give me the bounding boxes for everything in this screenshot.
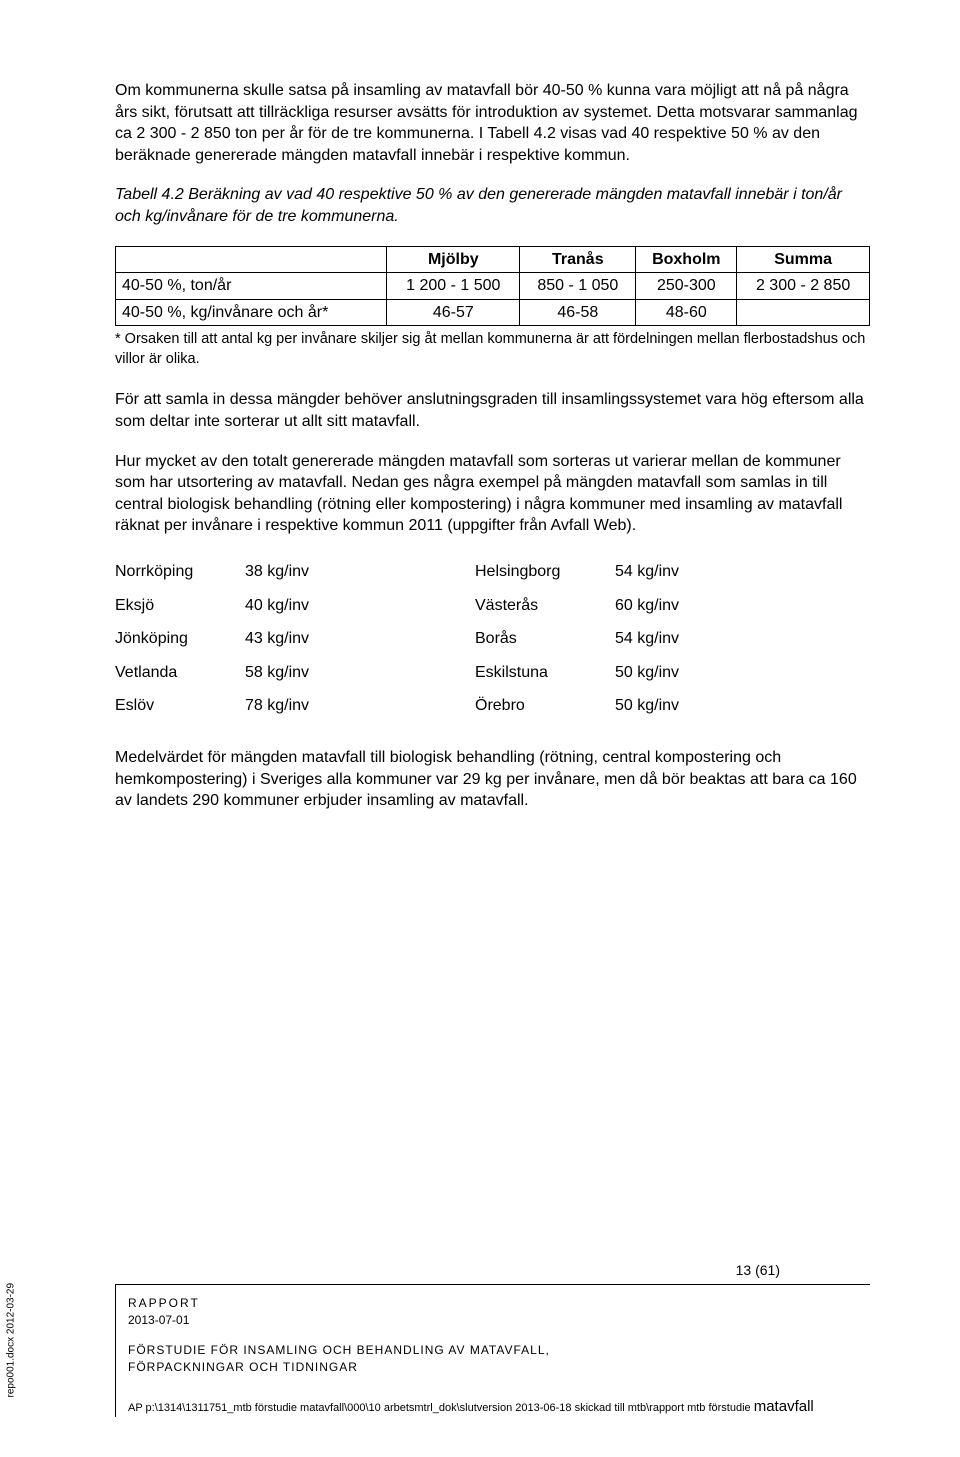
city-name: Västerås xyxy=(475,589,615,623)
table-cell: 46-57 xyxy=(387,299,520,326)
city-row: Eslöv 78 kg/inv Örebro 50 kg/inv xyxy=(115,689,870,723)
city-value: 58 kg/inv xyxy=(245,656,475,690)
city-value: 54 kg/inv xyxy=(615,555,870,589)
footer-title-line1: FÖRSTUDIE FÖR INSAMLING OCH BEHANDLING A… xyxy=(128,1342,870,1359)
city-value: 40 kg/inv xyxy=(245,589,475,623)
paragraph-2: För att samla in dessa mängder behöver a… xyxy=(115,389,870,432)
city-value: 78 kg/inv xyxy=(245,689,475,723)
table-4-2: Mjölby Tranås Boxholm Summa 40-50 %, ton… xyxy=(115,246,870,327)
table-header-cell: Tranås xyxy=(520,246,636,273)
city-value: 50 kg/inv xyxy=(615,689,870,723)
table-cell xyxy=(737,299,870,326)
paragraph-4: Medelvärdet för mängden matavfall till b… xyxy=(115,747,870,812)
footer-path: AP p:\1314\1311751_mtb förstudie matavfa… xyxy=(128,1396,870,1417)
footer-title-line2: FÖRPACKNINGAR OCH TIDNINGAR xyxy=(128,1359,870,1376)
city-name: Eksjö xyxy=(115,589,245,623)
table-header-cell: Summa xyxy=(737,246,870,273)
side-rotated-text: repo001.docx 2012-03-29 xyxy=(5,1282,19,1397)
city-row: Norrköping 38 kg/inv Helsingborg 54 kg/i… xyxy=(115,555,870,589)
city-row: Vetlanda 58 kg/inv Eskilstuna 50 kg/inv xyxy=(115,656,870,690)
table-row: 40-50 %, ton/år 1 200 - 1 500 850 - 1 05… xyxy=(116,273,870,300)
city-name: Jönköping xyxy=(115,622,245,656)
city-value: 38 kg/inv xyxy=(245,555,475,589)
table-footnote: * Orsaken till att antal kg per invånare… xyxy=(115,330,870,369)
footer-path-small: AP p:\1314\1311751_mtb förstudie matavfa… xyxy=(128,1402,754,1414)
city-value: 60 kg/inv xyxy=(615,589,870,623)
table-cell: 2 300 - 2 850 xyxy=(737,273,870,300)
city-value: 50 kg/inv xyxy=(615,656,870,690)
city-name: Vetlanda xyxy=(115,656,245,690)
footer-area: 13 (61) RAPPORT 2013-07-01 FÖRSTUDIE FÖR… xyxy=(0,1287,960,1457)
page-number: 13 (61) xyxy=(736,1261,780,1281)
city-name: Helsingborg xyxy=(475,555,615,589)
city-name: Örebro xyxy=(475,689,615,723)
city-name: Eskilstuna xyxy=(475,656,615,690)
paragraph-1: Om kommunerna skulle satsa på insamling … xyxy=(115,80,870,166)
city-list: Norrköping 38 kg/inv Helsingborg 54 kg/i… xyxy=(115,555,870,723)
table-cell: 1 200 - 1 500 xyxy=(387,273,520,300)
footer-block: 13 (61) RAPPORT 2013-07-01 FÖRSTUDIE FÖR… xyxy=(115,1284,870,1417)
table-cell: 48-60 xyxy=(636,299,737,326)
footer-date: 2013-07-01 xyxy=(128,1312,870,1329)
document-page: Om kommunerna skulle satsa på insamling … xyxy=(0,0,960,1457)
city-name: Eslöv xyxy=(115,689,245,723)
table-header-cell: Boxholm xyxy=(636,246,737,273)
table-header-cell xyxy=(116,246,387,273)
city-row: Jönköping 43 kg/inv Borås 54 kg/inv xyxy=(115,622,870,656)
table-cell: 46-58 xyxy=(520,299,636,326)
table-row: 40-50 %, kg/invånare och år* 46-57 46-58… xyxy=(116,299,870,326)
paragraph-3: Hur mycket av den totalt genererade mäng… xyxy=(115,451,870,537)
table-cell: 40-50 %, ton/år xyxy=(116,273,387,300)
table-header-row: Mjölby Tranås Boxholm Summa xyxy=(116,246,870,273)
city-row: Eksjö 40 kg/inv Västerås 60 kg/inv xyxy=(115,589,870,623)
table-cell: 250-300 xyxy=(636,273,737,300)
table-header-cell: Mjölby xyxy=(387,246,520,273)
city-value: 54 kg/inv xyxy=(615,622,870,656)
table-cell: 850 - 1 050 xyxy=(520,273,636,300)
city-name: Norrköping xyxy=(115,555,245,589)
city-name: Borås xyxy=(475,622,615,656)
footer-path-big: matavfall xyxy=(754,1398,814,1415)
table-caption: Tabell 4.2 Beräkning av vad 40 respektiv… xyxy=(115,184,870,227)
table-cell: 40-50 %, kg/invånare och år* xyxy=(116,299,387,326)
footer-rapport: RAPPORT xyxy=(128,1295,870,1312)
city-value: 43 kg/inv xyxy=(245,622,475,656)
